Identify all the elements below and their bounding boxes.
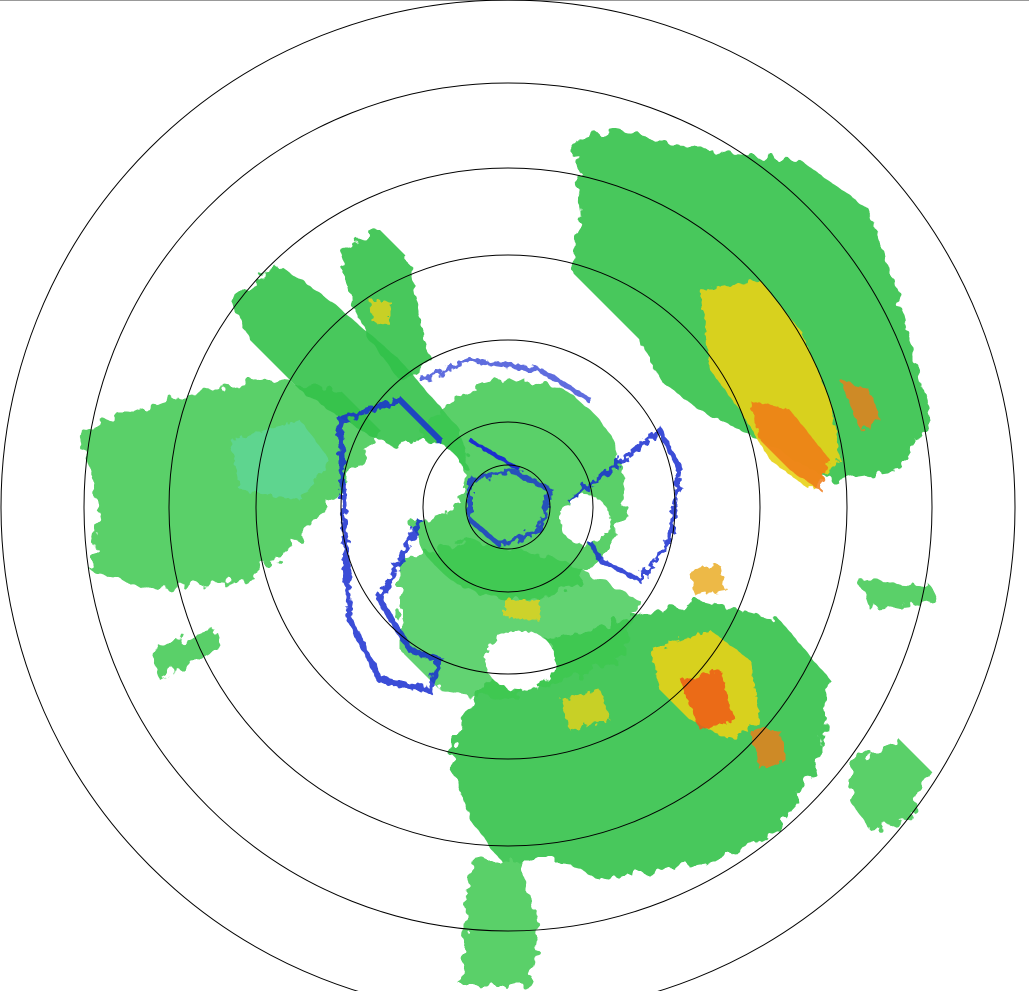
range-ring [168,167,848,847]
echo-layer-light [80,130,940,985]
range-ring [465,464,551,550]
range-ring [422,421,594,593]
range-ring [83,82,933,932]
echo-layer-weak [230,357,765,694]
range-ring [340,339,676,675]
range-ring [255,254,761,760]
echo-layer-strong [370,280,880,770]
